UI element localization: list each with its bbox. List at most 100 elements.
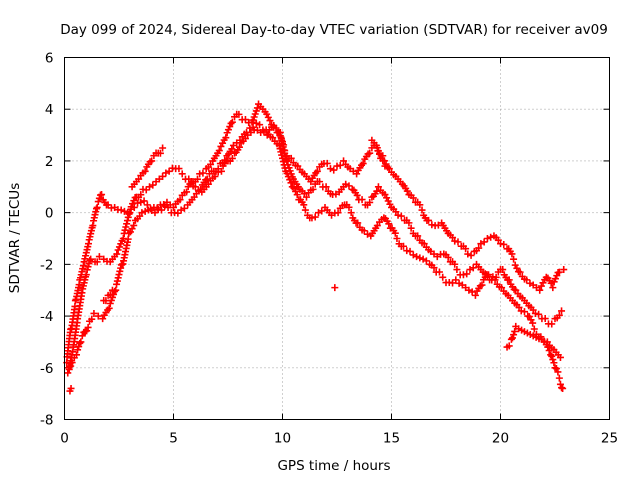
- data-point-interp: [228, 154, 236, 162]
- data-point: [334, 209, 342, 217]
- data-point: [309, 185, 317, 193]
- data-point: [354, 219, 362, 227]
- data-point-interp: [385, 220, 393, 228]
- data-point: [108, 286, 116, 294]
- data-point-interp: [175, 165, 183, 173]
- data-point: [453, 266, 461, 274]
- data-point-interp: [444, 253, 452, 261]
- data-point: [322, 183, 330, 191]
- data-point-interp: [451, 260, 459, 268]
- data-point: [536, 286, 544, 294]
- data-point-interp: [549, 356, 557, 364]
- data-point-interp: [508, 250, 516, 258]
- data-point: [464, 250, 472, 258]
- data-point-interp: [552, 365, 560, 373]
- data-point-interp: [88, 315, 96, 323]
- data-point-interp: [117, 264, 125, 272]
- data-point-interp: [113, 280, 121, 288]
- data-point-interp: [113, 277, 121, 285]
- data-point-interp: [106, 291, 114, 299]
- data-point: [262, 126, 270, 134]
- data-point-interp: [508, 334, 516, 342]
- data-point-interp: [376, 150, 384, 158]
- data-point-interp: [422, 257, 430, 265]
- data-point-interp: [193, 175, 201, 183]
- data-point-interp: [373, 144, 381, 152]
- x-tick-label: 25: [601, 431, 618, 447]
- data-point: [425, 216, 433, 224]
- data-point-interp: [161, 202, 169, 210]
- data-point: [499, 266, 507, 274]
- data-point-interp: [199, 169, 207, 177]
- data-point: [138, 209, 146, 217]
- x-tick-label: 5: [169, 431, 178, 447]
- data-point: [331, 284, 339, 292]
- data-point: [143, 201, 151, 209]
- data-point: [64, 369, 72, 377]
- data-point: [137, 198, 145, 206]
- data-point-interp: [279, 154, 286, 162]
- data-point-interp: [76, 339, 84, 347]
- data-point-interp: [124, 213, 132, 221]
- data-point: [215, 147, 223, 155]
- data-point-interp: [541, 315, 549, 323]
- data-point-interp: [279, 158, 287, 166]
- data-point-interp: [102, 297, 110, 305]
- y-tick-label: -6: [40, 361, 53, 377]
- data-point-interp: [353, 191, 361, 199]
- data-point: [158, 206, 166, 214]
- x-tick-label: 15: [383, 431, 400, 447]
- data-point: [407, 224, 415, 232]
- data-point: [316, 178, 324, 186]
- data-point: [471, 291, 479, 299]
- data-point: [510, 255, 518, 263]
- data-point-interp: [141, 207, 149, 215]
- chart-title: Day 099 of 2024, Sidereal Day-to-day VTE…: [60, 22, 608, 38]
- data-point-interp: [65, 366, 73, 374]
- data-point-interp: [462, 245, 470, 253]
- data-point: [555, 268, 563, 276]
- data-point: [505, 276, 513, 284]
- data-point: [301, 206, 309, 214]
- data-point: [275, 141, 283, 149]
- data-point-interp: [74, 346, 82, 354]
- data-point-interp: [511, 327, 519, 335]
- data-point-interp: [93, 258, 101, 266]
- data-point-interp: [318, 207, 326, 215]
- data-point-interp: [116, 267, 124, 275]
- data-point-interp: [397, 212, 405, 220]
- data-point-interp: [140, 197, 148, 205]
- data-point-interp: [121, 226, 129, 234]
- data-point-interp: [391, 229, 399, 237]
- data-point: [399, 242, 407, 250]
- y-tick-label: -8: [40, 413, 53, 429]
- data-point: [483, 235, 491, 242]
- data-point: [176, 196, 184, 204]
- data-point-interp: [374, 147, 382, 155]
- data-point: [197, 185, 205, 193]
- data-point-interp: [149, 181, 157, 189]
- axis-ticks: [64, 57, 610, 420]
- data-point-interp: [405, 219, 413, 227]
- y-tick-label: 2: [45, 154, 54, 170]
- data-point-interp: [416, 201, 424, 209]
- y-tick-label: -2: [40, 257, 53, 273]
- data-point-interp: [214, 165, 222, 173]
- data-point: [326, 165, 334, 173]
- data-point-interp: [500, 240, 508, 248]
- data-point-interp: [156, 149, 164, 157]
- data-point-interp: [535, 310, 543, 318]
- data-point-interp: [94, 198, 102, 206]
- data-point: [203, 175, 211, 183]
- data-point-interp: [287, 179, 295, 187]
- data-point-interp: [468, 288, 476, 296]
- data-point: [95, 253, 103, 261]
- data-point-interp: [277, 148, 285, 156]
- grid-lines: [64, 57, 610, 420]
- data-point-interp: [276, 145, 284, 153]
- data-point: [270, 123, 278, 131]
- data-point: [452, 276, 460, 284]
- x-tick-label: 10: [274, 431, 291, 447]
- data-point: [222, 134, 230, 142]
- data-point: [159, 172, 167, 180]
